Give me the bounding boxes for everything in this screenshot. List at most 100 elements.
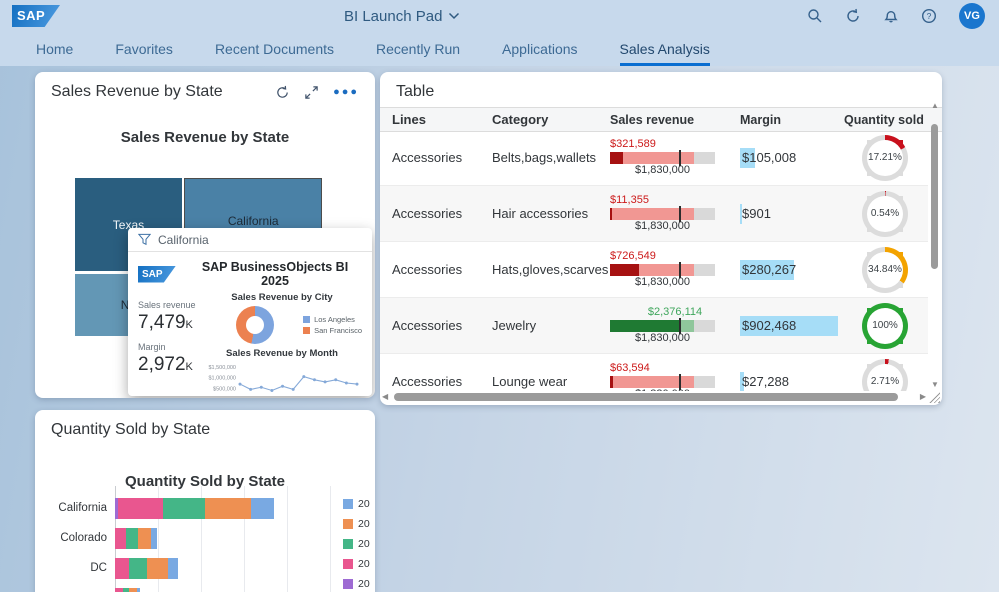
bar-segment-orange[interactable] <box>129 588 137 592</box>
bar-segment-blue[interactable] <box>251 498 274 519</box>
popup-title: California <box>158 232 209 247</box>
bar-segment-blue[interactable] <box>151 528 157 549</box>
bar-category-label: Colorado <box>60 532 107 544</box>
bar-segment-blue[interactable] <box>137 588 140 592</box>
svg-text:$500,000: $500,000 <box>213 386 236 392</box>
bullet-actual-bar <box>610 319 680 332</box>
expand-icon[interactable] <box>304 85 319 100</box>
city-chart-legend: Los Angeles San Francisco <box>303 313 362 337</box>
shell-title-menu[interactable]: BI Launch Pad <box>344 0 460 32</box>
tab-recently-run[interactable]: Recently Run <box>376 40 461 57</box>
cell-quantity-sold: 0.54% <box>844 190 926 237</box>
help-icon[interactable]: ? <box>921 8 937 24</box>
treemap-title: Sales Revenue by State <box>120 129 290 146</box>
margin-value: $105,008 <box>742 150 797 165</box>
bar-segment-pink[interactable] <box>115 528 126 549</box>
bullet-value-label: $11,355 <box>610 193 649 206</box>
bullet-actual-bar <box>610 375 614 388</box>
bar-segment-blue[interactable] <box>168 558 178 579</box>
cell-sales-revenue-bullet: $11,355 $1,830,000 <box>610 194 740 234</box>
bar-segment-pink[interactable] <box>118 498 163 519</box>
bar-segment-green[interactable] <box>123 588 129 592</box>
bar-segment-pink[interactable] <box>115 588 123 592</box>
legend-item[interactable]: 20 <box>343 514 370 534</box>
quantity-donut: 0.54% <box>862 190 908 237</box>
margin-data-bar <box>740 371 744 391</box>
bar-segment-orange[interactable] <box>147 558 168 579</box>
legend-item[interactable]: 20 <box>343 494 370 514</box>
legend-swatch <box>343 539 353 549</box>
svg-text:$1,500,000: $1,500,000 <box>208 365 236 371</box>
col-header-margin[interactable]: Margin <box>740 112 781 127</box>
margin-data-bar <box>740 203 742 224</box>
bar-segment-orange[interactable] <box>138 528 151 549</box>
drilldown-popup: California SAP SAP BusinessObjects BI 20… <box>128 228 372 396</box>
margin-value: $280,267 <box>742 262 797 277</box>
bar-category-label: DC <box>90 562 107 574</box>
tab-sales-analysis[interactable]: Sales Analysis <box>619 32 710 66</box>
bar-segment-purple[interactable] <box>115 498 118 519</box>
refresh-icon[interactable] <box>845 8 861 24</box>
legend-label: San Francisco <box>314 326 362 335</box>
cell-category: Jewelry <box>492 318 537 333</box>
table-row[interactable]: Accessories Belts,bags,wallets $321,589 $1,… <box>380 130 928 186</box>
bar-segment-orange[interactable] <box>205 498 251 519</box>
cell-lines: Accessories <box>392 374 463 389</box>
svg-text:?: ? <box>927 11 932 21</box>
table-row[interactable]: Accessories Hats,gloves,scarves $726,549 $1… <box>380 242 928 298</box>
col-header-category[interactable]: Category <box>492 112 549 127</box>
kpi-label-sales-revenue: Sales revenue <box>138 300 196 310</box>
legend-item[interactable]: 20 <box>343 534 370 554</box>
stacked-bar-dc[interactable] <box>115 558 178 579</box>
gridline <box>244 486 245 592</box>
bar-segment-green[interactable] <box>163 498 205 519</box>
tab-recent-documents[interactable]: Recent Documents <box>214 40 334 57</box>
vertical-scrollbar[interactable]: ▲ ▼ <box>928 102 941 389</box>
bullet-chart <box>610 149 715 166</box>
cell-margin: $105,008 <box>740 147 844 168</box>
user-avatar[interactable]: VG <box>959 3 985 29</box>
col-header-lines[interactable]: Lines <box>392 112 426 127</box>
search-icon[interactable] <box>807 8 823 24</box>
legend-item[interactable]: 20 <box>343 574 370 592</box>
notifications-bell-icon[interactable] <box>883 8 899 24</box>
table-row[interactable]: Accessories Hair accessories $11,355 $1,830… <box>380 186 928 242</box>
tab-favorites[interactable]: Favorites <box>115 40 173 57</box>
scroll-up-icon[interactable]: ▲ <box>931 101 939 110</box>
stacked-bar-colorado[interactable] <box>115 528 157 549</box>
margin-data-bar-wrap: $280,267 <box>740 259 838 280</box>
bar-segment-green[interactable] <box>126 528 138 549</box>
card-title: Sales Revenue by State <box>51 83 223 100</box>
sap-logo[interactable]: SAP <box>12 5 60 27</box>
vertical-scroll-thumb[interactable] <box>931 124 938 269</box>
scroll-right-icon[interactable]: ▶ <box>919 392 926 401</box>
stacked-bar-california[interactable] <box>115 498 274 519</box>
stacked-bar-partial[interactable] <box>115 588 140 592</box>
bullet-value-label: $321,589 <box>610 137 656 150</box>
margin-data-bar-wrap: $105,008 <box>740 147 838 168</box>
legend-item-san-francisco[interactable]: San Francisco <box>303 326 362 335</box>
scroll-down-icon[interactable]: ▼ <box>931 380 939 389</box>
cell-category: Belts,bags,wallets <box>492 150 597 165</box>
resize-grip[interactable] <box>929 392 940 403</box>
col-header-quantity-sold[interactable]: Quantity sold <box>844 112 924 127</box>
bullet-compare-bar <box>610 375 694 388</box>
bar-segment-green[interactable] <box>129 558 147 579</box>
col-header-sales-revenue[interactable]: Sales revenue <box>610 112 695 127</box>
scroll-left-icon[interactable]: ◀ <box>382 392 389 401</box>
legend-item[interactable]: 20 <box>343 554 370 574</box>
legend-item-los-angeles[interactable]: Los Angeles <box>303 315 362 324</box>
tab-applications[interactable]: Applications <box>502 40 578 57</box>
kpi-value-margin: 2,972K <box>138 354 193 375</box>
legend-label: Los Angeles <box>314 315 355 324</box>
horizontal-scroll-thumb[interactable] <box>394 393 898 401</box>
horizontal-scrollbar[interactable]: ◀ ▶ <box>382 391 926 403</box>
gridline <box>287 486 288 592</box>
tile-refresh-icon[interactable] <box>275 85 290 100</box>
more-options-icon[interactable]: ●●● <box>333 86 359 98</box>
table-row[interactable]: Accessories Jewelry $2,376,114 $1,830,000 $9… <box>380 298 928 354</box>
bar-segment-pink[interactable] <box>115 558 129 579</box>
tab-home[interactable]: Home <box>36 40 74 57</box>
card-table: Table Lines Category Sales revenue Margi… <box>380 72 942 405</box>
